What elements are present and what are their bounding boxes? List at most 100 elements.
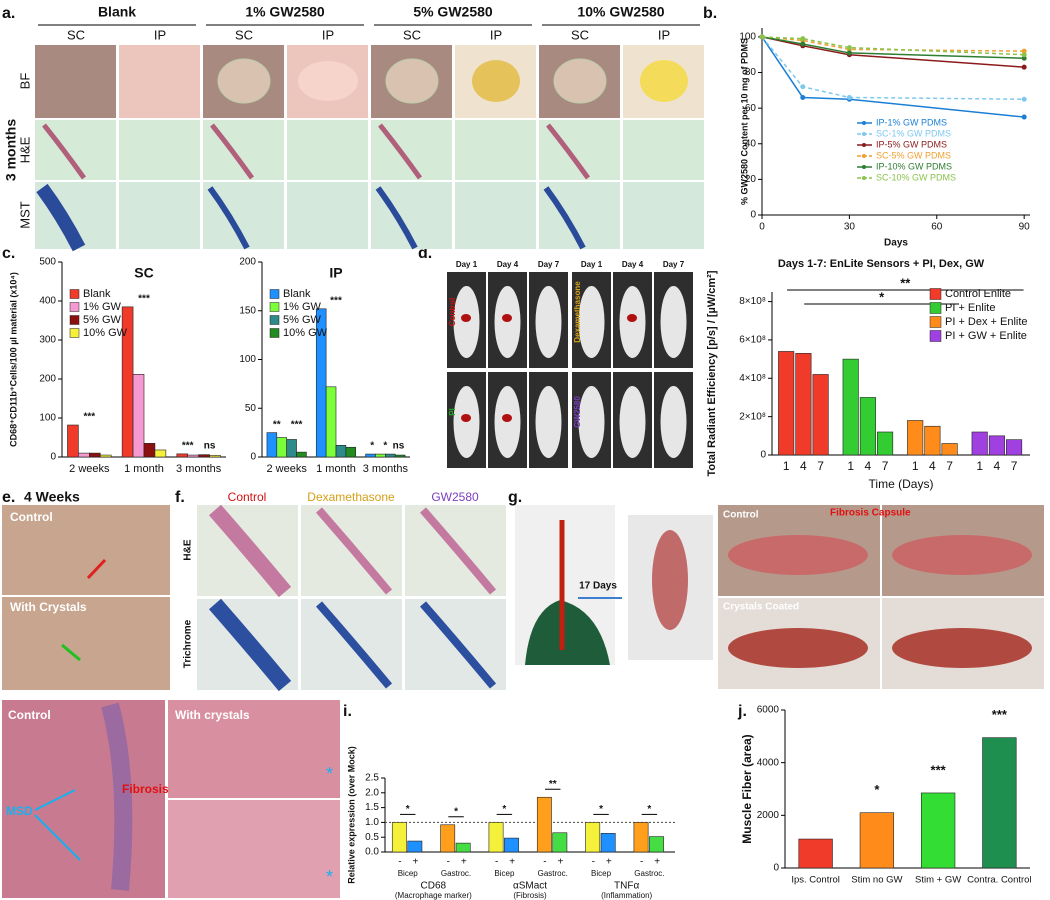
significance: *** [992,707,1008,722]
treatment-label: + [413,857,419,868]
y-tick-label: 500 [39,257,56,268]
tissue [42,123,87,180]
bar [391,822,407,853]
day-label: Day 7 [538,260,560,269]
tissue [210,123,255,180]
bar [375,453,386,458]
legend-swatch [69,315,80,325]
signal [461,314,471,322]
tissue [207,186,250,250]
x-tick-label: 4 [929,459,936,473]
implant [385,58,439,104]
series-line [761,36,1025,60]
bar [132,374,145,458]
significance: *** [138,293,150,304]
y-tick-label: 2.5 [365,773,379,784]
bar [154,449,167,458]
column-label: SC [67,27,85,42]
y-tick-label: 400 [39,296,56,307]
legend-swatch [69,289,80,299]
point [800,84,806,90]
legend-marker [862,132,866,136]
legend-label: 10% GW [283,327,328,339]
x-tick-label: 2 weeks [69,463,110,475]
photo [168,700,340,798]
column-label: SC [571,27,589,42]
significance: ** [549,779,557,790]
y-tick-label: 100 [739,32,756,43]
legend-swatch [269,302,280,312]
y-tick-label: 1.5 [365,802,379,813]
bar [143,443,156,458]
x-tick-label: 1 [847,459,854,473]
tissue [892,535,1032,575]
legend-label: Blank [83,288,111,300]
signal [502,414,512,422]
legend-swatch [69,328,80,338]
y-tick-label: 200 [39,374,56,385]
x-tick-label: Gastroc. [441,869,471,878]
point [846,94,852,100]
point [846,45,852,51]
chart-title: SC [134,265,153,281]
column-label: SC [235,27,253,42]
chart-title: Days 1-7: EnLite Sensors + PI, Dex, GW [778,258,985,270]
y-tick-label: 300 [39,335,56,346]
legend-label: SC-5% GW PDMS [876,150,951,160]
rotated-label: BF [17,73,32,90]
bar [988,435,1005,456]
implant [640,60,688,102]
group-label: TNFα [614,881,639,892]
legend-label: 5% GW [83,314,122,326]
y-tick-label: 0 [750,210,756,221]
y-tick-label: 0 [50,452,56,463]
panel-label: c. [2,245,15,262]
treatment-label: + [461,857,467,868]
bar [812,374,829,456]
x-tick-label: Contra. Control [967,875,1031,886]
column-label: Control [228,490,267,504]
marker: * [326,764,333,784]
bar [795,353,812,456]
bar [907,420,924,456]
tissue [378,123,423,180]
column-label: IP [490,27,502,42]
x-tick-label: 7 [882,459,889,473]
photo [287,120,368,180]
point [759,34,765,40]
y-tick-label: 200 [239,257,256,268]
x-tick-label: 4 [800,459,807,473]
bar [585,822,601,853]
bar [649,836,664,853]
y-tick-label: 0 [760,450,766,461]
mouse [453,386,480,458]
x-tick-label: Bicep [398,869,419,878]
day-label: Day 4 [622,260,644,269]
signal [461,414,471,422]
photo [119,182,200,249]
bar [335,444,347,458]
significance: *** [330,295,342,306]
panel-label: e. [2,489,15,506]
legend-marker [862,176,866,180]
series-line [761,36,1025,56]
tissue [543,186,586,250]
y-tick-label: 0.0 [365,847,379,858]
group-label: 1% GW2580 [245,4,325,20]
bar [187,454,199,458]
mouse [660,386,687,458]
x-tick-label: Ips. Control [791,875,840,886]
label: Control [8,708,51,722]
label: Fibrosis Capsule [830,508,911,519]
photo [455,182,536,249]
legend-marker [862,121,866,125]
significance: ns [204,441,216,452]
x-tick-label: 1 [912,459,919,473]
photo [287,182,368,249]
bar [67,424,79,458]
treatment-label: + [558,857,564,868]
mouse [578,286,605,358]
label: Control [723,510,759,521]
